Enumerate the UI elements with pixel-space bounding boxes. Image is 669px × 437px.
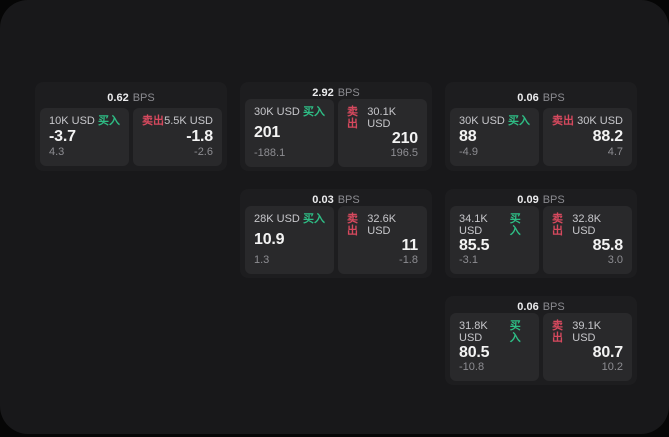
- sell-amount: 39.1K USD: [572, 320, 602, 344]
- bps-header: 2.92 BPS: [245, 87, 427, 99]
- bps-unit-label: BPS: [542, 91, 565, 104]
- sell-tile[interactable]: 卖出 30K USD 88.2 4.7: [543, 108, 632, 166]
- sell-tile[interactable]: 卖出 32.8K USD 85.8 3.0: [543, 206, 632, 274]
- buy-change: -188.1: [254, 147, 286, 159]
- buy-tag: 买入: [98, 115, 120, 127]
- sell-price: -1.8: [186, 128, 213, 145]
- buy-change: 1.3: [254, 254, 270, 266]
- bps-value: 0.06: [517, 91, 539, 104]
- bps-header: 0.09 BPS: [450, 194, 632, 206]
- bps-unit-label: BPS: [337, 194, 360, 206]
- buy-amount: 31.8K USD: [459, 320, 488, 344]
- sell-change: 196.5: [390, 147, 418, 159]
- buy-tile[interactable]: 28K USD 买入 10.9 1.3: [245, 206, 334, 274]
- sell-tile[interactable]: 卖出 39.1K USD 80.7 10.2: [543, 313, 632, 381]
- bps-unit-label: BPS: [132, 91, 155, 104]
- buy-price: -3.7: [49, 128, 76, 145]
- buy-tag: 买入: [303, 106, 325, 118]
- buy-price: 201: [254, 124, 281, 141]
- sell-tag: 卖出: [552, 213, 563, 237]
- bps-value: 0.09: [517, 194, 539, 206]
- buy-tile[interactable]: 31.8K USD 买入 80.5 -10.8: [450, 313, 539, 381]
- bps-header: 0.06 BPS: [450, 87, 632, 108]
- sell-tag: 卖出: [552, 320, 563, 344]
- buy-tile[interactable]: 30K USD 买入 201 -188.1: [245, 99, 334, 167]
- quote-card-6: 0.06 BPS 31.8K USD 买入 80.5 -10.8 卖出 39.1…: [445, 296, 637, 385]
- buy-tag: 买入: [509, 213, 521, 237]
- buy-tag: 买入: [303, 213, 325, 225]
- bps-header: 0.06 BPS: [450, 301, 632, 313]
- sell-price: 85.8: [592, 237, 624, 254]
- quote-card-5: 0.09 BPS 34.1K USD 买入 85.5 -3.1 卖出 32.8K…: [445, 189, 637, 278]
- sell-tile[interactable]: 卖出 32.6K USD 11 -1.8: [338, 206, 427, 274]
- buy-change: -10.8: [459, 361, 485, 373]
- sell-change: -1.8: [399, 254, 418, 266]
- sell-price: 88.2: [592, 128, 624, 145]
- buy-amount: 30K USD: [459, 115, 505, 127]
- buy-tile[interactable]: 30K USD 买入 88 -4.9: [450, 108, 539, 166]
- buy-change: -4.9: [459, 146, 478, 158]
- sell-tag: 卖出: [552, 115, 574, 127]
- sell-price: 210: [391, 130, 418, 147]
- bps-header: 0.62 BPS: [40, 87, 222, 108]
- sell-price: 11: [401, 237, 418, 254]
- bps-value: 2.92: [312, 87, 334, 99]
- bps-header: 0.03 BPS: [245, 194, 427, 206]
- bps-value: 0.03: [312, 194, 334, 206]
- quote-cards-grid: 0.62 BPS 10K USD 买入 -3.7 4.3 卖出 5.5K USD: [35, 82, 637, 385]
- sell-tag: 卖出: [347, 106, 358, 130]
- sell-tag: 卖出: [347, 213, 358, 237]
- buy-tile[interactable]: 10K USD 买入 -3.7 4.3: [40, 108, 129, 166]
- buy-price: 88: [459, 128, 477, 145]
- sell-amount: 5.5K USD: [164, 115, 213, 127]
- quote-card-1: 0.62 BPS 10K USD 买入 -3.7 4.3 卖出 5.5K USD: [35, 82, 227, 171]
- buy-amount: 34.1K USD: [459, 213, 488, 237]
- buy-amount: 30K USD: [254, 106, 300, 118]
- sell-tile[interactable]: 卖出 5.5K USD -1.8 -2.6: [133, 108, 222, 166]
- sell-price: 80.7: [592, 344, 624, 361]
- sell-change: 4.7: [607, 146, 623, 158]
- buy-amount: 10K USD: [49, 115, 95, 127]
- buy-price: 85.5: [459, 237, 490, 254]
- quote-card-2: 2.92 BPS 30K USD 买入 201 -188.1 卖出 30.1K …: [240, 82, 432, 171]
- bps-unit-label: BPS: [542, 194, 565, 206]
- bps-unit-label: BPS: [542, 301, 565, 313]
- sell-change: -2.6: [194, 146, 213, 158]
- sell-change: 10.2: [601, 361, 623, 373]
- buy-change: 4.3: [49, 146, 65, 158]
- sell-tag: 卖出: [142, 115, 164, 127]
- buy-tag: 买入: [508, 115, 530, 127]
- buy-price: 80.5: [459, 344, 490, 361]
- sell-amount: 30.1K USD: [367, 106, 397, 130]
- sell-tile[interactable]: 卖出 30.1K USD 210 196.5: [338, 99, 427, 167]
- bps-value: 0.06: [517, 301, 539, 313]
- quote-card-3: 0.06 BPS 30K USD 买入 88 -4.9 卖出 30K USD: [445, 82, 637, 171]
- buy-change: -3.1: [459, 254, 478, 266]
- buy-tile[interactable]: 34.1K USD 买入 85.5 -3.1: [450, 206, 539, 274]
- bps-unit-label: BPS: [337, 87, 360, 99]
- sell-change: 3.0: [607, 254, 623, 266]
- bps-value: 0.62: [107, 91, 129, 104]
- sell-amount: 30K USD: [577, 115, 623, 127]
- buy-amount: 28K USD: [254, 213, 300, 225]
- buy-price: 10.9: [254, 231, 285, 248]
- buy-tag: 买入: [509, 320, 521, 344]
- quote-card-4: 0.03 BPS 28K USD 买入 10.9 1.3 卖出 32.6K US…: [240, 189, 432, 278]
- sell-amount: 32.6K USD: [367, 213, 397, 237]
- sell-amount: 32.8K USD: [572, 213, 602, 237]
